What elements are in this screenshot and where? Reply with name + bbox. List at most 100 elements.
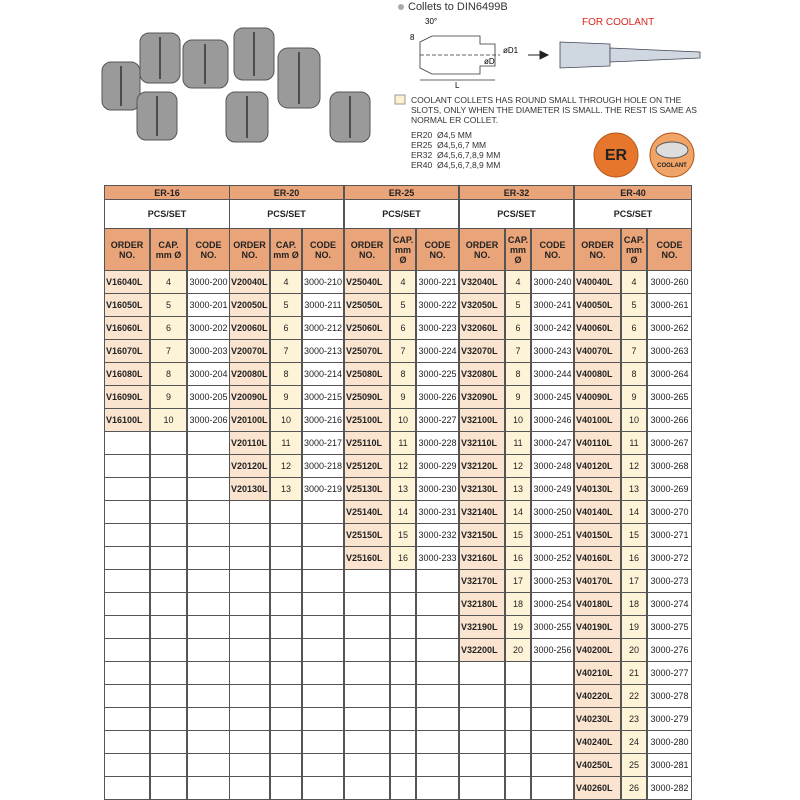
empty-cell (187, 730, 230, 754)
order-no: V25060L (344, 316, 390, 340)
empty-cell (187, 592, 230, 616)
order-no: V32050L (459, 293, 505, 317)
empty-cell (229, 500, 270, 524)
empty-cell (459, 661, 505, 685)
code-no: 3000-201 (187, 293, 230, 317)
order-no: V25160L (344, 546, 390, 570)
capacity: 20 (621, 638, 647, 662)
collet-drawing (419, 35, 500, 81)
order-no: V20070L (229, 339, 270, 363)
capacity: 9 (150, 385, 187, 409)
column-header: CODE NO. (416, 228, 459, 271)
order-no: V20130L (229, 477, 270, 501)
empty-cell (302, 569, 344, 593)
capacity: 9 (270, 385, 302, 409)
order-no: V20050L (229, 293, 270, 317)
empty-cell (229, 753, 270, 777)
capacity: 9 (505, 385, 531, 409)
coolant-label: FOR COOLANT (582, 17, 654, 28)
code-no: 3000-241 (531, 293, 574, 317)
empty-cell (270, 500, 302, 524)
capacity: 22 (621, 684, 647, 708)
group-name: ER-20 (229, 185, 344, 200)
order-no: V32080L (459, 362, 505, 386)
order-no: V40250L (574, 753, 621, 777)
capacity: 6 (270, 316, 302, 340)
empty-cell (270, 707, 302, 731)
empty-cell (459, 776, 505, 800)
empty-cell (229, 615, 270, 639)
order-no: V32200L (459, 638, 505, 662)
empty-cell (531, 707, 574, 731)
empty-cell (187, 753, 230, 777)
empty-cell (150, 707, 187, 731)
column-header: ORDER NO. (229, 228, 270, 271)
size-line: ER25 Ø4,5,6,7 MM (411, 140, 487, 150)
empty-cell (302, 730, 344, 754)
code-no: 3000-263 (647, 339, 692, 363)
top-graphics: Collets to DIN6499B 30° 8 øD øD1 L FOR C… (101, 1, 701, 178)
empty-cell (505, 684, 531, 708)
order-no: V25120L (344, 454, 390, 478)
capacity: 5 (150, 293, 187, 317)
column-header: ORDER NO. (574, 228, 621, 271)
capacity: 8 (270, 362, 302, 386)
code-no: 3000-244 (531, 362, 574, 386)
empty-cell (187, 661, 230, 685)
capacity: 5 (505, 293, 531, 317)
capacity: 6 (390, 316, 416, 340)
empty-cell (150, 638, 187, 662)
column-header: CAP. mm Ø (150, 228, 187, 271)
order-no: V25140L (344, 500, 390, 524)
order-no: V20040L (229, 270, 270, 294)
order-no: V40240L (574, 730, 621, 754)
code-no: 3000-265 (647, 385, 692, 409)
er-icon (593, 132, 639, 178)
order-no: V20090L (229, 385, 270, 409)
empty-cell (187, 638, 230, 662)
empty-cell (390, 661, 416, 685)
empty-cell (302, 500, 344, 524)
empty-cell (302, 684, 344, 708)
code-no: 3000-204 (187, 362, 230, 386)
empty-cell (459, 707, 505, 731)
code-no: 3000-231 (416, 500, 459, 524)
code-no: 3000-249 (531, 477, 574, 501)
order-no: V40200L (574, 638, 621, 662)
empty-cell (344, 592, 390, 616)
empty-cell (187, 431, 230, 455)
empty-cell (344, 753, 390, 777)
empty-cell (104, 592, 150, 616)
empty-cell (104, 569, 150, 593)
empty-cell (344, 661, 390, 685)
order-no: V40060L (574, 316, 621, 340)
order-no: V40180L (574, 592, 621, 616)
empty-cell (150, 454, 187, 478)
bullet (398, 4, 404, 10)
order-no: V25150L (344, 523, 390, 547)
code-no: 3000-232 (416, 523, 459, 547)
empty-cell (302, 546, 344, 570)
code-no: 3000-269 (647, 477, 692, 501)
empty-cell (104, 431, 150, 455)
code-no: 3000-276 (647, 638, 692, 662)
code-no: 3000-230 (416, 477, 459, 501)
group-name: ER-16 (104, 185, 230, 200)
code-no: 3000-215 (302, 385, 344, 409)
code-no: 3000-275 (647, 615, 692, 639)
order-no: V32100L (459, 408, 505, 432)
capacity: 18 (505, 592, 531, 616)
empty-cell (229, 592, 270, 616)
empty-cell (104, 661, 150, 685)
code-no: 3000-205 (187, 385, 230, 409)
empty-cell (344, 684, 390, 708)
empty-cell (150, 615, 187, 639)
code-no: 3000-268 (647, 454, 692, 478)
capacity: 13 (270, 477, 302, 501)
code-no: 3000-250 (531, 500, 574, 524)
unit: PCS/SET (104, 199, 230, 229)
column-header: CAP. mm Ø (505, 228, 531, 271)
code-no: 3000-256 (531, 638, 574, 662)
order-no: V32140L (459, 500, 505, 524)
